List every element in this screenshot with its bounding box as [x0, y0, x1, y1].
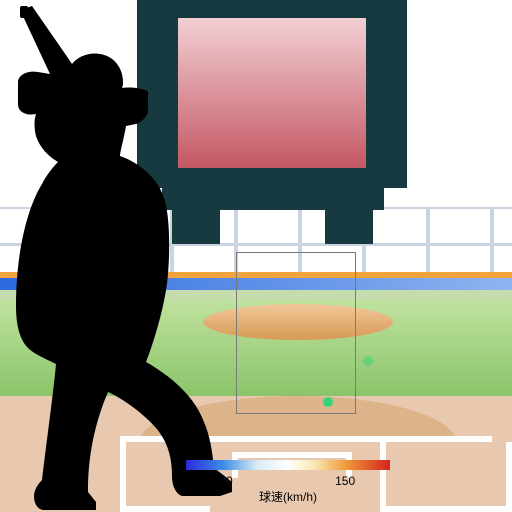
colorbar-axis-label: 球速(km/h): [259, 488, 317, 505]
colorbar-tick: 150: [335, 474, 355, 488]
colorbar-tick: 100: [213, 474, 233, 488]
speed-colorbar: 100150球速(km/h): [186, 460, 390, 470]
batter-silhouette: [0, 6, 234, 512]
pitch-marker: [323, 397, 333, 407]
baseball-pitch-chart: 100 150 球速(km/h): [0, 0, 512, 512]
strike-zone: [236, 252, 356, 414]
pitch-marker: [363, 356, 373, 366]
